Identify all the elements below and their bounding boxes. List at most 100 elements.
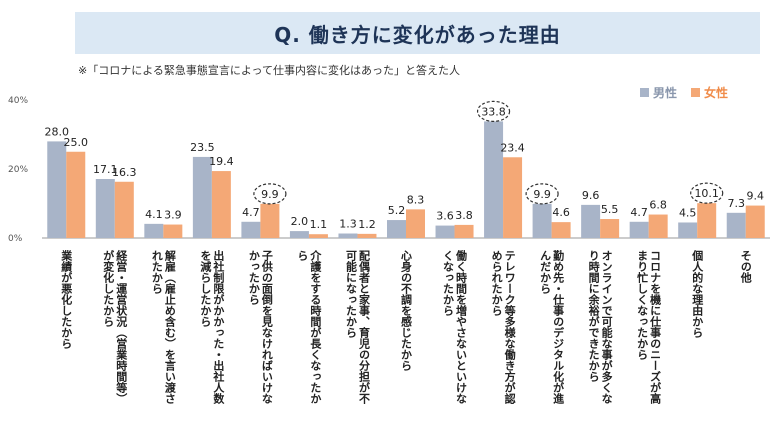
legend-swatch-male [640,88,649,97]
highlight-circle [253,183,287,205]
bar-male [95,179,115,238]
data-label: 16.3 [112,166,137,179]
bar-male [192,156,212,238]
data-label: 25.0 [64,136,89,149]
data-label: 3.6 [436,210,454,223]
data-label: 3.9 [164,209,182,222]
data-label: 1.3 [339,218,357,231]
bar-male [532,203,552,238]
data-label: 2.0 [291,215,309,228]
data-label: 1.2 [358,218,376,231]
category-label: 配偶者と家事、育児の分担が不 [357,249,371,405]
bar-female [406,209,425,238]
bar-male [726,212,746,238]
category-label: オンラインで可能な事が多くな [600,250,613,405]
data-label: 4.7 [242,206,260,219]
category-label: その他 [739,250,753,284]
highlight-circle [525,183,559,205]
data-label: 8.3 [407,193,425,206]
bar-female [308,234,328,238]
category-label: ら [296,250,309,261]
data-label: 9.9 [533,188,551,201]
data-label: 7.3 [727,197,745,210]
data-label: 23.5 [190,141,215,154]
category-label: 出社制限がかかった・出社人数 [212,249,226,405]
bar-female [600,219,620,238]
category-label: テレワーク等多様な働き方が認 [503,250,516,404]
category-label: んだから [539,250,552,294]
data-label: 9.4 [746,190,764,203]
y-tick-label: 0% [8,234,23,244]
bar-male [338,233,358,238]
data-label: 28.0 [45,125,70,138]
category-label: 可能になったから [344,250,357,338]
bar-male [387,220,406,238]
category-label: 勤め先・仕事のデジタル化が進 [552,249,566,405]
bar-male [678,222,698,238]
title-band: Q. 働き方に変化があった理由 [75,12,760,54]
category-label: められたから [490,250,503,316]
data-label: 4.1 [145,208,163,221]
bar-female [551,222,571,238]
data-label: 17.1 [93,163,118,176]
legend-item-male: 男性 [640,84,677,101]
category-label: り時間に余裕ができたから [587,250,601,382]
legend-swatch-female [691,88,701,97]
category-label: 経営・運営状況（営業時間等） [115,249,129,404]
y-tick-label: 20% [8,165,28,175]
legend-label-female: 女性 [704,86,729,100]
data-label: 10.1 [694,187,719,200]
data-label: 33.8 [481,105,506,118]
data-label: 23.4 [500,141,525,154]
legend-item-female: 女性 [691,84,728,101]
category-label: 介護をする時間が長くなったか [309,249,323,404]
data-label: 5.2 [388,204,406,217]
data-label: 19.4 [209,155,234,168]
category-label: が変化したから [102,249,115,327]
data-label: 1.1 [310,218,328,231]
bar-female [357,233,377,238]
chart-title: Q. 働き方に変化があった理由 [274,22,561,47]
bar-male [47,141,67,238]
bar-female [114,181,134,238]
bar-male [289,231,309,238]
highlight-circle [690,182,724,204]
category-label: かったから [247,250,260,305]
category-label: コロナを機に仕事のニーズが高 [649,250,663,405]
bar-female [697,203,717,238]
category-label: くなったから [442,250,455,316]
y-tick-label: 40% [8,96,28,106]
bar-female [745,205,765,238]
data-label: 9.6 [582,189,600,202]
category-label: を減らしたから [199,250,212,327]
category-label: 業績が悪化したから [60,249,74,349]
highlight-circle [476,100,511,122]
category-label: まり忙しくなったから [636,250,649,360]
bar-female [454,224,474,238]
bar-male [144,223,164,238]
data-label: 4.5 [679,206,697,219]
bar-female [260,203,280,238]
respondent-note: ※「コロナによる緊急事態宣言によって仕事内容に変化はあった」と答えた人 [78,64,461,77]
category-label: 心身の不調を感じたから [400,250,413,371]
legend: 男性 女性 [640,84,728,101]
category-label: 子供の面倒を見なければいけな [260,250,274,405]
bar-female [211,171,231,238]
data-label: 5.5 [601,203,619,216]
data-label: 3.8 [455,209,473,222]
legend-label-male: 男性 [653,86,678,100]
category-label: 解雇（雇止め含む）を言い渡さ [163,249,177,405]
category-label: れたから [150,250,163,294]
data-label: 4.7 [630,206,648,219]
bar-male [581,204,601,238]
bar-male [629,221,649,238]
category-label: 個人的な理由から [691,249,705,338]
bar-female [503,157,523,238]
bar-male [241,221,261,238]
bar-female [66,151,86,238]
data-label: 4.6 [552,206,570,219]
data-label: 6.8 [649,199,667,212]
data-label: 9.9 [261,188,279,201]
bar-female [648,214,668,238]
